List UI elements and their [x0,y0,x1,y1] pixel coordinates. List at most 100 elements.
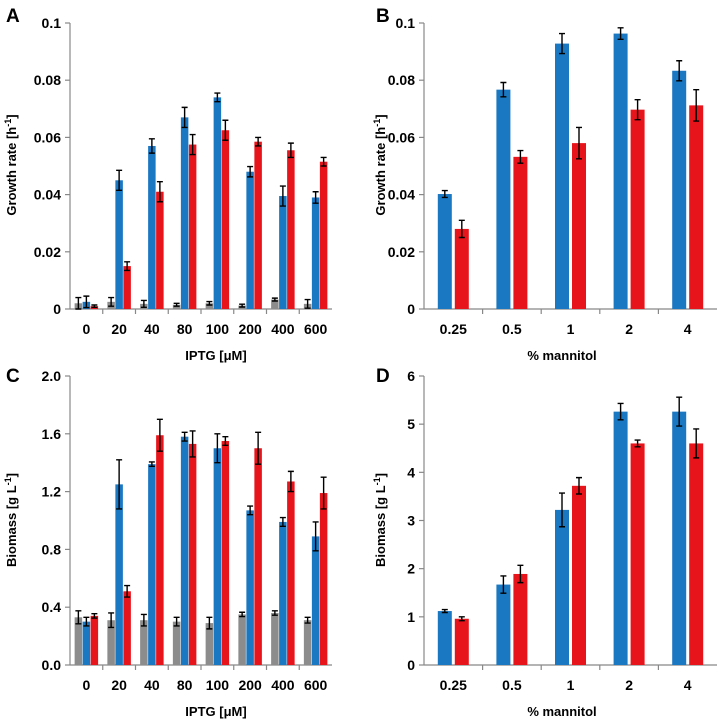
panel-a-errorbar-blue [83,295,90,309]
panel-c-errorbar-blue [312,521,319,552]
panel-b-bar-red [454,228,469,309]
panel-a-errorbar-blue [148,138,155,154]
panel-c-bar-red [188,443,197,665]
panel-a-errorbar-red [124,261,131,272]
panel-b-bar-blue [437,194,452,309]
panel-b-errorbar-red [458,219,465,239]
panel-c-errorbar-gray [239,611,246,618]
panel-b-ytick-label: 0.1 [396,15,416,31]
panel-c-bar-gray [172,621,181,665]
panel-a-errorbar-gray [206,300,213,306]
panel-d-bar-red [689,443,704,665]
panel-c-bar-red [287,481,295,665]
panel-a-errorbar-gray [173,302,180,307]
panel-a-xtick-label: 100 [206,321,230,337]
panel-d-errorbar-red [517,564,524,584]
panel-c-bar-gray [107,620,115,665]
panel-a-xtick-label: 80 [177,321,193,337]
panel-c-bar-blue [213,448,222,665]
panel-d-xtick-label: 1 [567,677,575,693]
panel-a-errorbar-gray [271,297,278,302]
panel-c-bar-gray [140,620,148,665]
panel-letter-b: B [376,6,390,27]
panel-a-errorbar-blue [247,165,254,178]
panel-c-xtick-label: 200 [238,677,262,693]
panel-c-bar-red [90,615,99,665]
panel-c-bar-gray [303,620,312,665]
panel-b-ytick-label: 0 [407,301,415,317]
panel-b-xtick-label: 4 [684,321,692,337]
panel-a-errorbar-blue [279,185,286,207]
panel-c-errorbar-red [255,431,262,465]
panel-a-xtick-label: 20 [111,321,127,337]
panel-d-errorbar-blue [441,608,448,614]
panel-b-errorbar-blue [500,81,507,98]
panel-d-ytick-label: 2 [407,561,415,577]
panel-c-errorbar-gray [75,610,82,625]
panel-b-xtick-label: 0.5 [502,321,522,337]
panel-a-errorbar-red [320,156,327,167]
panel-letter-c: C [6,366,20,387]
panel-d-xtick-label: 0.5 [502,677,522,693]
panel-c-bar-blue [246,510,254,665]
panel-d: D 0 1 2 3 4 5 6 0.25 0.5 1 2 4 % mannitol Biomass [… [372,366,717,719]
panel-a-errorbar-red [287,142,294,159]
panel-c-xtick-label: 100 [206,677,230,693]
panel-a-xtick-label: 200 [238,321,262,337]
panel-a-ytick-label: 0.04 [34,187,61,203]
panel-a-bar-red [254,141,262,309]
panel-c-ylabel: Biomass [g L-1] [3,473,19,567]
panel-d-ytick-label: 1 [407,609,415,625]
panel-a-bar-blue [180,117,189,309]
panel-b-bar-red [630,109,645,310]
panel-b-ytick-label: 0.02 [388,244,415,260]
panel-b-plot: 0 0.02 0.04 0.06 0.08 0.1 0.25 0.5 1 2 4 [388,15,717,337]
panel-a-errorbar-red [222,119,229,141]
panel-a-bar-red [188,144,197,309]
panel-d-bar-blue [496,584,511,665]
panel-c-xtick-label: 20 [111,677,127,693]
panel-c-xtick-label: 40 [144,677,160,693]
panel-b-bar-blue [555,43,569,309]
panel-a-errorbar-gray [304,298,311,309]
panel-d-bar-red [454,618,469,665]
panel-d-bar-red [572,485,586,665]
panel-c-plot: 0.0 0.4 0.8 1.2 1.6 2.0 0 20 40 80 100 200 400 600 [42,368,332,693]
panel-b-errorbar-red [634,98,641,121]
panel-c-errorbar-red [124,584,131,598]
panel-c-bar-red [156,435,164,665]
panel-c-ytick-label: 1.2 [42,484,62,500]
panel-a-bar-blue [246,171,254,309]
panel-d-bar-blue [437,611,452,665]
panel-a-xtick-label: 400 [271,321,295,337]
panel-b-bar-blue [672,70,687,310]
panel-a-ytick-label: 0.1 [42,15,62,31]
panel-a-bar-red [319,161,328,309]
panel-a-xtick-label: 0 [82,321,90,337]
panel-a-ytick-label: 0.06 [34,129,61,145]
panel-d-ytick-label: 3 [407,513,415,529]
panel-c-bar-red [123,591,131,665]
panel-b-errorbar-red [576,126,582,160]
panel-a-ytick-label: 0.02 [34,244,61,260]
panel-a-errorbar-blue [181,106,188,129]
panel-d-ytick-label: 4 [407,464,415,480]
panel-a-bar-blue [311,197,320,309]
panel-b-ytick-label: 0.06 [388,129,415,145]
panel-c-errorbar-gray [140,613,147,627]
panel-b-ylabel: Growth rate [h-1] [372,114,388,215]
panel-a-bar-gray [271,299,279,309]
panel-c-errorbar-gray [108,612,115,629]
panel-d-errorbar-blue [676,396,683,427]
panel-a-ytick-label: 0 [53,301,61,317]
panel-c-errorbar-gray [271,610,278,616]
panel-c-errorbar-blue [214,433,221,464]
panel-d-bar-blue [613,411,628,665]
panel-b-xtick-label: 1 [567,321,575,337]
panel-d-xtick-label: 0.25 [440,677,467,693]
panel-c-xtick-label: 400 [271,677,295,693]
panel-c-bar-gray [271,612,279,665]
panel-d-ytick-label: 0 [407,657,415,673]
panel-c-xlabel: IPTG [μM] [185,704,246,719]
